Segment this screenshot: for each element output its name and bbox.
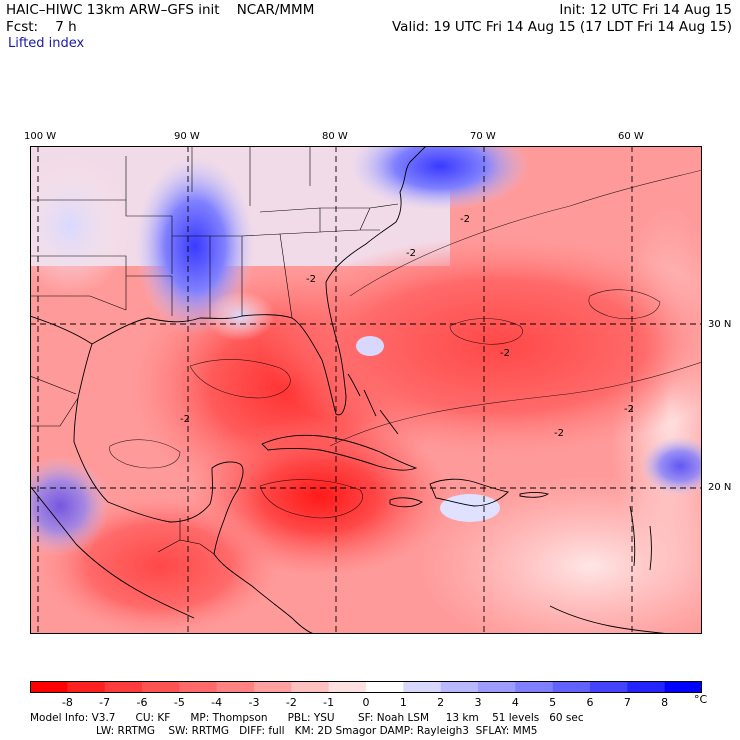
lon-label-90w: 90 W xyxy=(174,131,200,142)
colorbar-cell xyxy=(30,681,68,693)
contour-label: -2 xyxy=(624,404,634,415)
colorbar-label: -5 xyxy=(173,696,185,709)
field-mexico-stable xyxy=(30,456,110,556)
map-frame xyxy=(30,146,702,634)
field-mississippi-stable xyxy=(135,156,255,336)
field-plains-stable xyxy=(30,156,130,296)
colorbar-cell xyxy=(664,681,702,693)
field-name: Lifted index xyxy=(8,36,85,51)
colorbar-label: -8 xyxy=(61,696,73,709)
contour-line-atlantic-south xyxy=(329,361,702,447)
colorbar-label: 4 xyxy=(511,696,519,709)
model-info-line: Model Info: V3.7 CU: KF MP: Thompson PBL… xyxy=(30,712,584,724)
colorbar-label: -4 xyxy=(211,696,223,709)
init-time: Init: 12 UTC Fri 14 Aug 15 xyxy=(559,2,732,18)
lon-label-100w: 100 W xyxy=(24,131,57,142)
colorbar-label: 2 xyxy=(437,696,445,709)
lifted-index-map: -2 -2 -2 -2 -2 -2 -2 xyxy=(30,146,702,634)
cuba-coastline xyxy=(261,434,418,471)
lat-label-20n: 20 N xyxy=(708,482,732,493)
contour-label: -2 xyxy=(406,248,416,259)
colorbar-cell xyxy=(179,681,218,693)
contour-line-atlantic-cell xyxy=(449,318,523,345)
colorbar-cell xyxy=(142,681,180,693)
colorbar-label: 3 xyxy=(474,696,482,709)
contour-line-mexico xyxy=(109,439,181,469)
colorbar-cell xyxy=(254,681,292,693)
puerto-rico-coastline xyxy=(519,492,550,498)
colorbar-cell xyxy=(67,681,106,693)
colorbar xyxy=(30,681,702,693)
contour-line-gulf xyxy=(189,359,291,399)
colorbar-label: -7 xyxy=(99,696,111,709)
field-atlantic-instability xyxy=(260,236,702,456)
colorbar-label: 5 xyxy=(549,696,557,709)
colorbar-cell xyxy=(478,681,516,693)
colorbar-label: -3 xyxy=(248,696,260,709)
colorbar-label: 0 xyxy=(362,696,370,709)
colorbar-cell xyxy=(515,681,554,693)
forecast-hour: Fcst: 7 h xyxy=(6,19,77,35)
colorbar-unit: °C xyxy=(694,693,708,706)
jamaica-coastline xyxy=(389,497,423,508)
contour-label: -2 xyxy=(500,348,510,359)
south-america-coastline xyxy=(549,605,671,634)
central-america-borders xyxy=(157,518,215,555)
us-gulf-atlantic-coastline xyxy=(30,146,427,416)
lon-label-70w: 70 W xyxy=(470,131,496,142)
field-hispaniola-stable xyxy=(440,494,500,522)
colorbar-cell xyxy=(104,681,143,693)
lat-label-30n: 30 N xyxy=(708,319,732,330)
lesser-antilles-coastline xyxy=(629,505,652,571)
field-florida-stable xyxy=(356,336,384,356)
colorbar-cell xyxy=(291,681,330,693)
colorbar-label: -1 xyxy=(323,696,335,709)
bahamas-coastline xyxy=(347,373,399,435)
mexico-central-america-coastline xyxy=(73,343,315,634)
contour-line-east-cell xyxy=(588,289,661,319)
valid-time: Valid: 19 UTC Fri 14 Aug 15 (17 LDT Fri … xyxy=(392,19,732,35)
contour-line-caribbean xyxy=(259,479,363,519)
model-title: HAIC–HIWC 13km ARW–GFS init NCAR/MMM xyxy=(6,2,315,18)
colorbar-frame xyxy=(30,681,702,693)
field-mid-atlantic-stable xyxy=(350,146,530,211)
colorbar-label: 8 xyxy=(661,696,669,709)
colorbar-cell xyxy=(216,681,255,693)
colorbar-label: 1 xyxy=(399,696,407,709)
coastlines xyxy=(30,146,671,634)
colorbar-cell xyxy=(627,681,666,693)
contour-label: -2 xyxy=(180,414,190,425)
colorbar-cell xyxy=(552,681,591,693)
colorbar-cell xyxy=(366,681,404,693)
field-east-stable xyxy=(640,436,702,496)
colorbar-cell xyxy=(403,681,442,693)
physics-info-line: LW: RRTMG SW: RRTMG DIFF: full KM: 2D Sm… xyxy=(96,725,538,737)
contour-label: -2 xyxy=(306,274,316,285)
colorbar-label: -6 xyxy=(136,696,148,709)
colorbar-label: -2 xyxy=(285,696,297,709)
contour-label: -2 xyxy=(554,428,564,439)
lon-label-80w: 80 W xyxy=(322,131,348,142)
contour-label: -2 xyxy=(460,214,470,225)
colorbar-cell xyxy=(328,681,367,693)
contour-line-atlantic-north xyxy=(349,169,702,297)
colorbar-label: 7 xyxy=(623,696,631,709)
mexico-pacific-coastline xyxy=(30,485,195,619)
colorbar-cell xyxy=(440,681,479,693)
colorbar-cell xyxy=(590,681,628,693)
field-alabama-stable xyxy=(205,291,275,341)
lon-label-60w: 60 W xyxy=(618,131,644,142)
contour-lines xyxy=(109,169,702,519)
hispaniola-coastline xyxy=(429,478,509,507)
colorbar-label: 6 xyxy=(586,696,594,709)
state-borders xyxy=(30,146,399,555)
latlon-grid xyxy=(30,146,702,634)
us-state-borders xyxy=(30,146,399,319)
